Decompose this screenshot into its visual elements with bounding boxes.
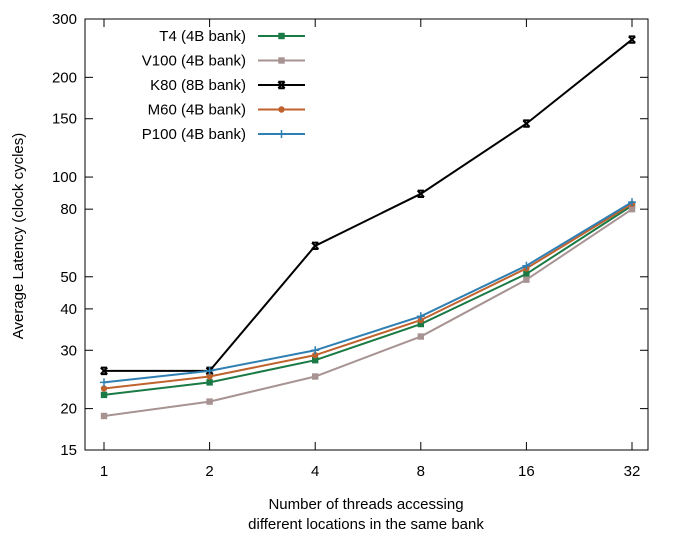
legend-item: T4 (4B bank)	[159, 28, 305, 45]
series-group	[100, 35, 636, 420]
legend-label: M60 (4B bank)	[148, 102, 246, 119]
data-point	[416, 189, 425, 199]
data-point	[206, 398, 213, 405]
series-line	[103, 204, 633, 396]
data-point	[417, 320, 424, 328]
legend-item: M60 (4B bank)	[148, 102, 305, 119]
data-point	[278, 32, 285, 40]
axis-ticks: 15 20 30 40 50 80 100 150 200 300 1 2 4 8 16 32	[52, 11, 648, 480]
y-tick-label: 80	[60, 201, 77, 218]
data-point	[628, 35, 636, 44]
series-line	[103, 201, 633, 384]
series-m60	[100, 200, 636, 392]
data-point	[278, 106, 285, 113]
data-point	[100, 391, 108, 399]
data-point	[206, 379, 213, 386]
y-tick-label: 40	[60, 301, 77, 318]
y-tick-label: 150	[52, 111, 77, 128]
y-tick-label: 50	[60, 269, 77, 286]
x-tick-label: 8	[417, 463, 425, 480]
y-tick-label: 20	[60, 401, 77, 418]
data-point	[206, 373, 213, 380]
y-tick-label: 100	[52, 169, 77, 186]
x-tick-label: 32	[624, 463, 641, 480]
data-point	[522, 261, 531, 270]
data-point	[522, 119, 531, 128]
data-point	[311, 241, 320, 251]
y-tick-label: 300	[52, 11, 77, 28]
data-point	[277, 130, 286, 138]
data-point	[277, 80, 286, 90]
data-point	[523, 276, 530, 283]
series-t4	[100, 202, 636, 399]
series-line	[103, 203, 633, 390]
data-point	[416, 312, 425, 321]
y-tick-label: 30	[60, 342, 77, 359]
data-point	[100, 378, 108, 387]
data-point	[100, 366, 108, 376]
data-point	[417, 333, 424, 340]
plot-frame	[84, 18, 649, 451]
data-point	[628, 205, 636, 213]
data-point	[312, 373, 319, 380]
legend-item: V100 (4B bank)	[142, 53, 305, 70]
legend-label: T4 (4B bank)	[159, 28, 246, 45]
data-point	[100, 385, 108, 392]
data-point	[278, 57, 285, 64]
series-line	[104, 38, 633, 372]
series-line	[103, 208, 633, 417]
legend: T4 (4B bank) V100 (4B bank) K80 (8B bank) M…	[142, 28, 305, 143]
y-tick-label: 200	[52, 69, 77, 86]
y-axis-label: Average Latency (clock cycles)	[10, 133, 27, 339]
legend-label: K80 (8B bank)	[150, 77, 246, 94]
legend-label: V100 (4B bank)	[142, 53, 246, 70]
legend-label: P100 (4B bank)	[142, 126, 246, 143]
series-p100	[100, 198, 636, 387]
x-tick-label: 4	[311, 463, 319, 480]
x-tick-label: 2	[205, 463, 213, 480]
data-point	[523, 270, 530, 278]
legend-item: P100 (4B bank)	[142, 126, 305, 143]
x-axis-label-line2: different locations in the same bank	[248, 516, 484, 533]
data-point	[311, 346, 320, 355]
data-point	[312, 357, 319, 364]
data-point	[312, 351, 319, 359]
x-tick-label: 1	[100, 463, 108, 480]
data-point	[205, 366, 214, 375]
data-point	[100, 412, 108, 420]
x-axis-label-line1: Number of threads accessing	[268, 496, 463, 513]
data-point	[628, 198, 636, 207]
y-tick-label: 15	[60, 442, 77, 459]
series-v100	[100, 205, 636, 420]
x-tick-label: 16	[518, 463, 535, 480]
legend-item: K80 (8B bank)	[150, 77, 305, 94]
